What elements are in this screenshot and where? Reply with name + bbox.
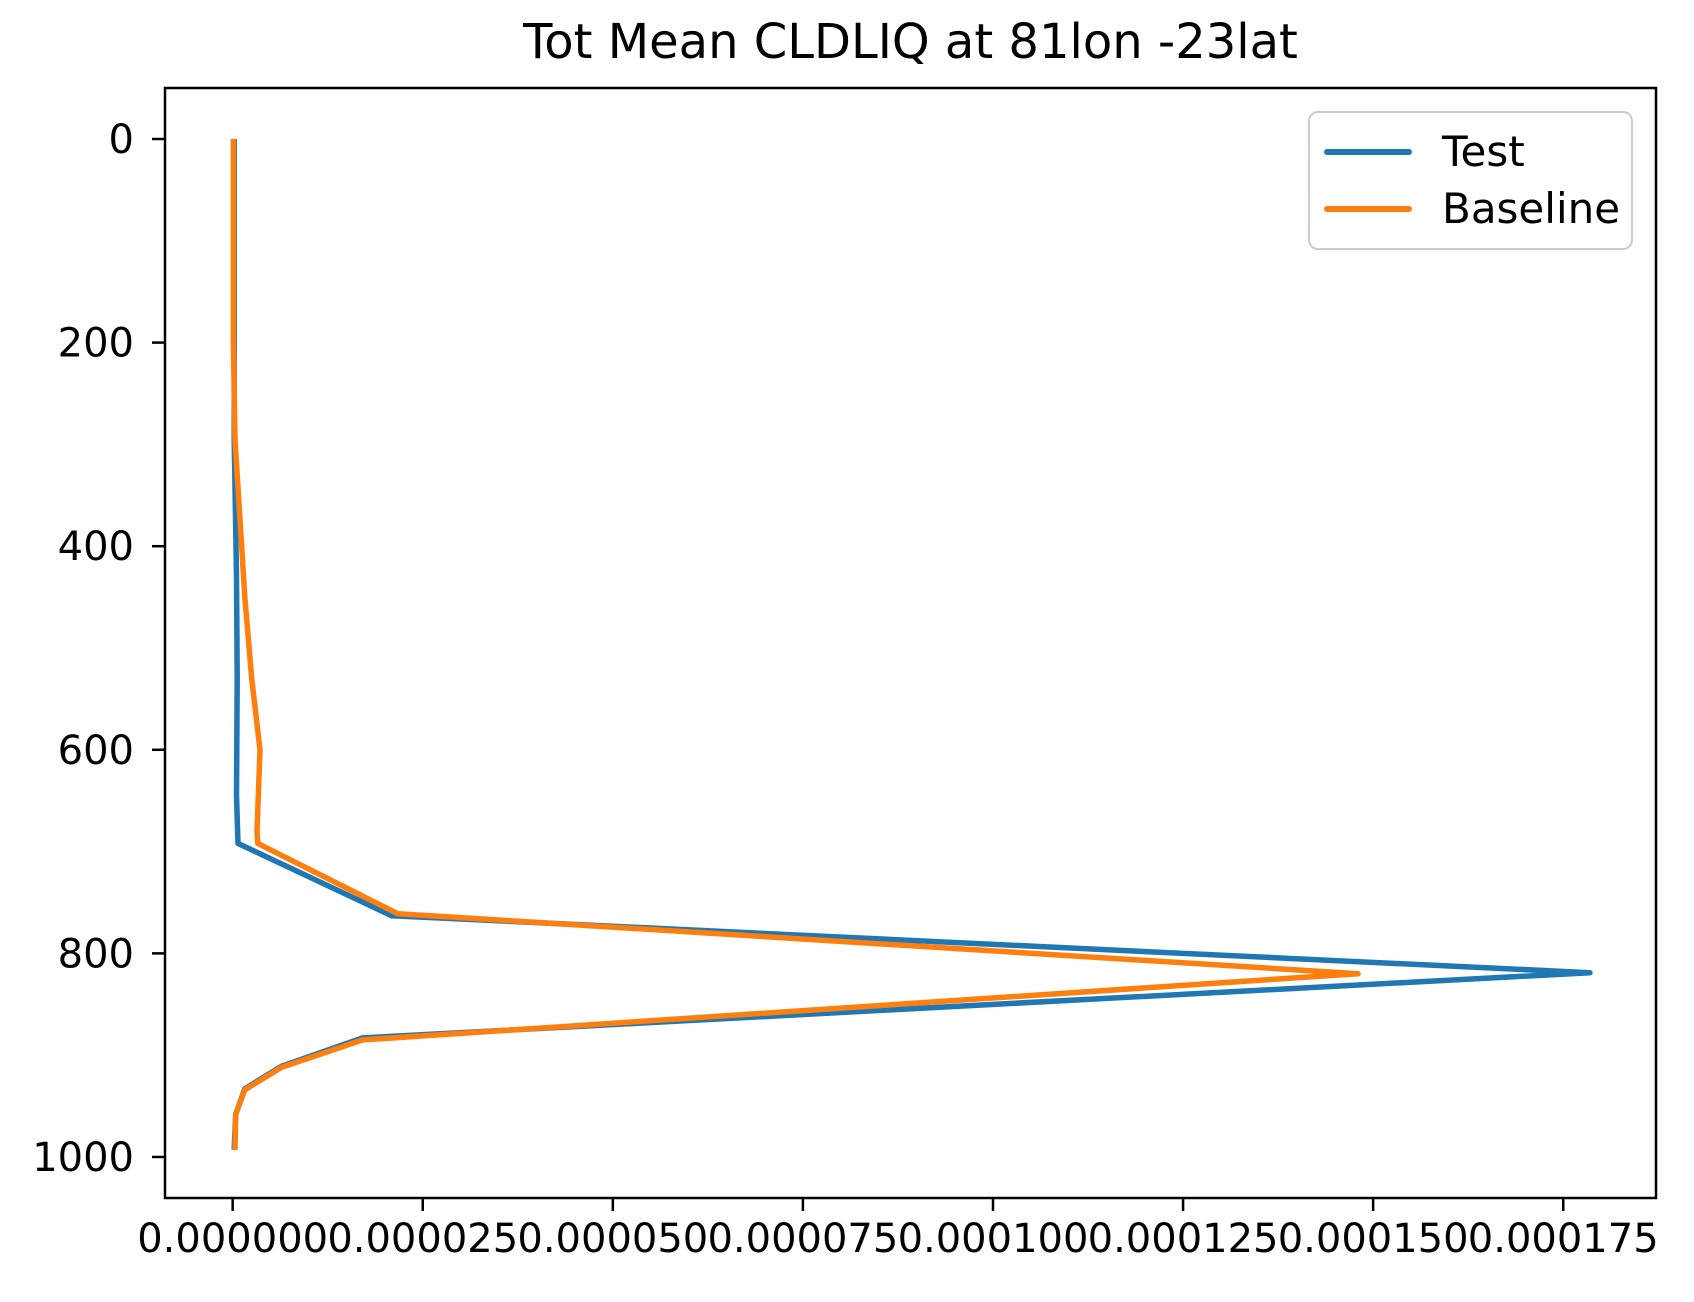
series-line-baseline: [230, 139, 1361, 1150]
chart-title: Tot Mean CLDLIQ at 81lon -23lat: [523, 14, 1298, 70]
axes-frame: [163, 86, 1658, 1200]
baseline-line-swatch: [1324, 206, 1412, 213]
series-lines: [230, 139, 1593, 1150]
y-tick-label: 800: [58, 931, 134, 977]
legend: Test Baseline: [1308, 111, 1633, 250]
y-axis-ticks: 0 200 400 600 800 1000: [32, 117, 165, 1181]
y-tick-label: 200: [58, 321, 134, 367]
y-tick-label: 0: [109, 117, 134, 163]
legend-entry-test: Test: [1324, 126, 1631, 176]
x-tick-label: 0.000125: [1088, 1216, 1279, 1262]
y-tick-label: 1000: [32, 1135, 134, 1181]
x-tick-label: 0.000075: [707, 1216, 898, 1262]
legend-entry-baseline: Baseline: [1324, 188, 1631, 230]
test-line-swatch: [1324, 148, 1412, 155]
x-tick-label: 0.000150: [1278, 1216, 1469, 1262]
legend-label-baseline: Baseline: [1442, 184, 1621, 234]
x-tick-label: 0.000050: [517, 1216, 708, 1262]
x-tick-label: 0.000175: [1468, 1216, 1659, 1262]
legend-label-test: Test: [1442, 126, 1525, 176]
x-tick-label: 0.000000: [137, 1216, 328, 1262]
x-axis-ticks: 0.000000 0.000025 0.000050 0.000075 0.000100…: [137, 1198, 1659, 1262]
y-tick-label: 400: [58, 524, 134, 570]
series-line-test: [231, 139, 1593, 1150]
x-tick-label: 0.000100: [898, 1216, 1089, 1262]
x-tick-label: 0.000025: [327, 1216, 518, 1262]
y-tick-label: 600: [58, 728, 134, 774]
